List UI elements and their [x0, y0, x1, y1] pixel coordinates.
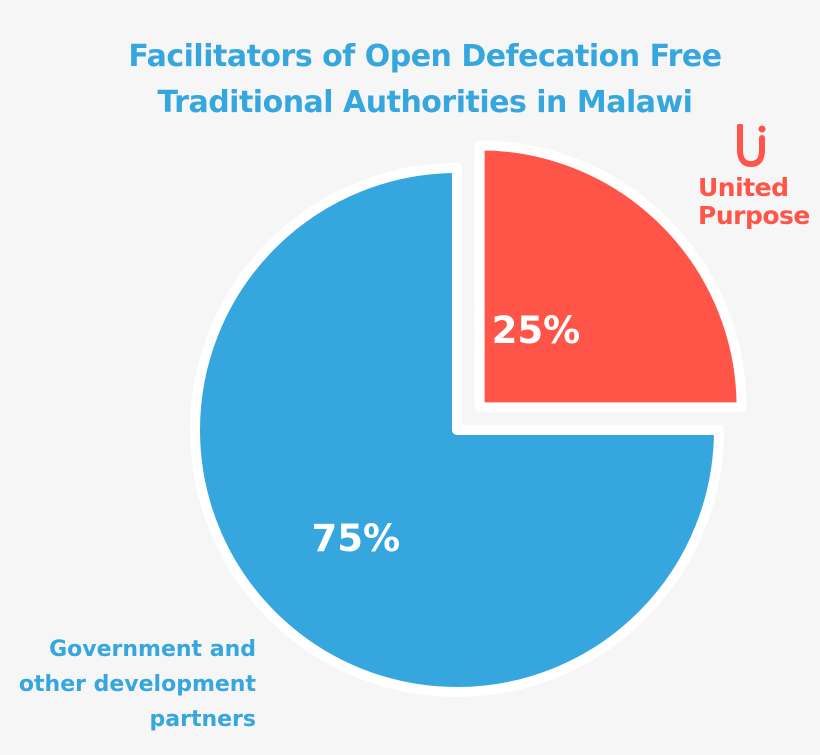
pie-slice-government — [190, 163, 724, 697]
chart-title: Facilitators of Open Defecation Free Tra… — [0, 34, 820, 126]
chart-title-line-2: Traditional Authorities in Malawi — [157, 85, 693, 120]
pie-slice-united-purpose — [474, 140, 747, 413]
logo-u-shape — [737, 124, 765, 168]
legend-label-line: partners — [149, 707, 257, 732]
legend-label-united-purpose: United Purpose — [698, 174, 810, 230]
united-purpose-logo-icon — [737, 124, 766, 168]
slice-value-label-government: 75% — [312, 517, 401, 560]
slice-value-label-united-purpose: 25% — [492, 309, 581, 352]
legend-label-line: Purpose — [698, 201, 810, 230]
logo-dot — [758, 125, 766, 133]
legend-label-line: other development — [18, 672, 256, 697]
legend-label-line: United — [698, 173, 789, 202]
legend-label-government: Government and other development partner… — [0, 632, 256, 737]
legend-label-line: Government and — [49, 637, 256, 662]
chart-title-line-1: Facilitators of Open Defecation Free — [128, 39, 722, 74]
